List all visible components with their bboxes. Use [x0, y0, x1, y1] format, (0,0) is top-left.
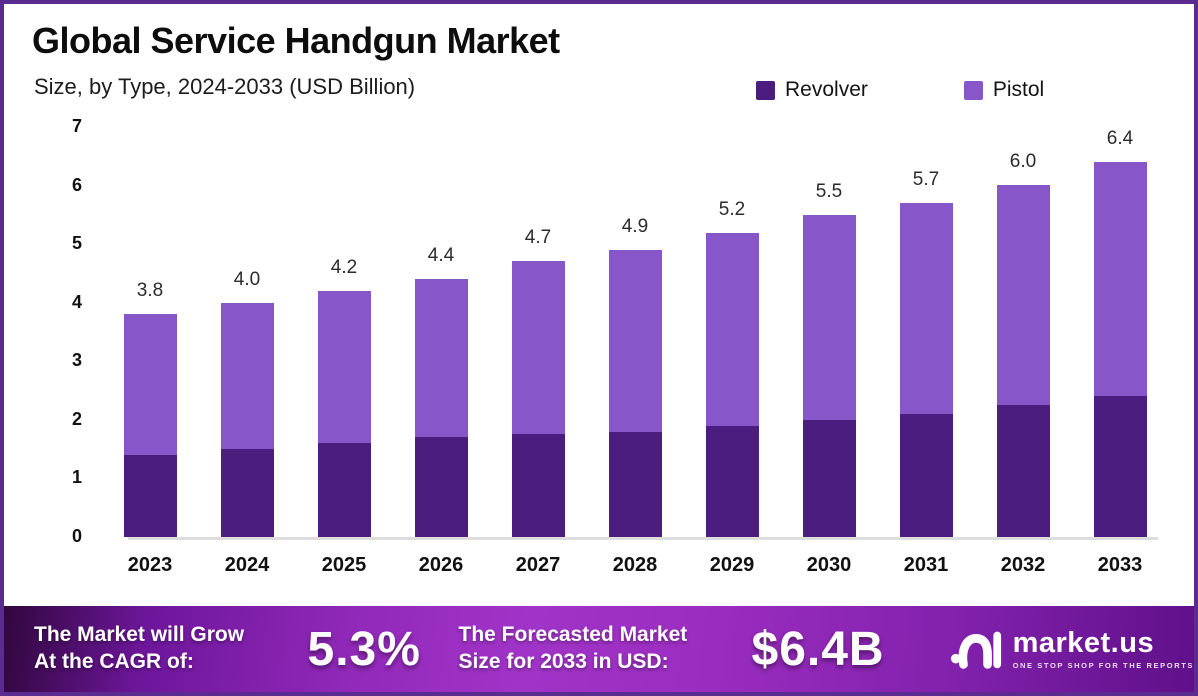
- bar-value-label-2033: 6.4: [1106, 128, 1134, 149]
- y-axis-label-7: 7: [71, 116, 82, 136]
- bar-segment-revolver-2024: [220, 449, 274, 537]
- bar-segment-revolver-2032: [996, 405, 1050, 537]
- y-axis-label-6: 6: [71, 174, 82, 195]
- bar-segment-revolver-2028: [608, 432, 662, 537]
- bar-segment-revolver-2023: [123, 455, 177, 537]
- x-axis-label-2032: 2032: [1000, 554, 1046, 576]
- marketus-logo-icon: [950, 631, 1001, 669]
- bar-segment-pistol-2028: [608, 250, 662, 432]
- bottom-banner: The Market will Grow At the CAGR of: 5.3…: [4, 606, 1194, 692]
- forecast-caption-line1: The Forecasted Market: [458, 623, 688, 647]
- x-axis-label-2027: 2027: [515, 554, 561, 576]
- bar-segment-pistol-2024: [220, 303, 274, 449]
- x-axis-label-2023: 2023: [127, 554, 173, 576]
- page-title: Global Service Handgun Market: [32, 20, 560, 61]
- bar-value-label-2028: 4.9: [621, 216, 649, 237]
- revolver-swatch-icon: [756, 80, 775, 100]
- bar-segment-revolver-2025: [317, 443, 371, 537]
- bar-segment-revolver-2026: [414, 437, 468, 537]
- forecast-caption: The Forecasted Market Size for 2033 in U…: [459, 622, 722, 676]
- bar-segment-pistol-2027: [511, 261, 565, 434]
- bar-segment-revolver-2031: [899, 414, 953, 537]
- marketus-logo: market.us ONE STOP SHOP FOR THE REPORTS: [949, 622, 1194, 676]
- bar-value-label-2032: 6.0: [1009, 151, 1037, 172]
- legend-label-pistol: Pistol: [992, 78, 1045, 101]
- bar-value-label-2024: 4.0: [233, 269, 261, 290]
- bar-segment-pistol-2031: [899, 203, 953, 414]
- bar-value-label-2030: 5.5: [815, 181, 843, 202]
- x-axis-label-2025: 2025: [321, 554, 367, 576]
- forecast-value: $6.4B: [751, 622, 885, 676]
- x-axis-label-2026: 2026: [418, 554, 464, 576]
- bar-value-label-2025: 4.2: [330, 257, 358, 278]
- bar-value-label-2029: 5.2: [718, 199, 746, 220]
- bar-segment-pistol-2033: [1093, 162, 1147, 396]
- bar-segment-pistol-2032: [996, 185, 1050, 405]
- cagr-caption-line1: The Market will Grow: [34, 623, 245, 647]
- y-axis-label-2: 2: [71, 408, 82, 429]
- x-axis-line: [128, 537, 1158, 540]
- y-axis-label-5: 5: [71, 233, 82, 254]
- chart-legend: Revolver Pistol: [756, 78, 1044, 102]
- bar-segment-revolver-2033: [1093, 396, 1147, 537]
- x-axis-label-2033: 2033: [1097, 554, 1143, 576]
- marketus-logo-text: market.us: [1012, 626, 1155, 659]
- marketus-logo-tagline: ONE STOP SHOP FOR THE REPORTS: [1012, 660, 1194, 670]
- legend-item-pistol: Pistol: [963, 78, 1045, 102]
- bar-segment-pistol-2023: [123, 314, 177, 455]
- chart-subtitle: Size, by Type, 2024-2033 (USD Billion): [34, 74, 416, 99]
- bar-segment-pistol-2025: [317, 291, 371, 443]
- bar-segment-revolver-2027: [511, 434, 565, 537]
- legend-item-revolver: Revolver: [756, 78, 868, 102]
- x-axis-label-2031: 2031: [903, 554, 949, 576]
- forecast-caption-line2: Size for 2033 in USD:: [458, 650, 669, 673]
- x-axis-label-2029: 2029: [709, 554, 755, 576]
- bar-value-label-2031: 5.7: [912, 169, 940, 190]
- marketus-logo-textblock: market.us ONE STOP SHOP FOR THE REPORTS: [1012, 626, 1194, 670]
- bar-segment-pistol-2026: [414, 279, 468, 437]
- bar-segment-pistol-2030: [802, 215, 856, 420]
- bar-value-label-2027: 4.7: [524, 227, 552, 248]
- cagr-value: 5.3%: [307, 622, 421, 676]
- cagr-caption-line2: At the CAGR of:: [34, 650, 194, 673]
- bar-segment-revolver-2030: [802, 420, 856, 537]
- bar-value-label-2023: 3.8: [136, 280, 164, 301]
- y-axis-label-3: 3: [71, 350, 82, 371]
- x-axis-label-2030: 2030: [806, 554, 852, 576]
- bar-segment-revolver-2029: [705, 426, 759, 537]
- x-axis-label-2028: 2028: [612, 554, 658, 576]
- y-axis-label-1: 1: [71, 467, 82, 488]
- y-axis-label-0: 0: [71, 526, 82, 546]
- stacked-bar-chart: 3.8 2023 4.0 2024 4.2 2025 4.4 2026 4.7 2027 4.9 20…: [4, 4, 1194, 692]
- pistol-swatch-icon: [963, 80, 983, 100]
- bar-segment-pistol-2029: [705, 233, 759, 426]
- y-axis-label-4: 4: [71, 291, 82, 312]
- x-axis-label-2024: 2024: [224, 554, 270, 576]
- legend-label-revolver: Revolver: [785, 78, 868, 101]
- cagr-caption: The Market will Grow At the CAGR of:: [34, 622, 260, 676]
- bar-value-label-2026: 4.4: [427, 245, 455, 266]
